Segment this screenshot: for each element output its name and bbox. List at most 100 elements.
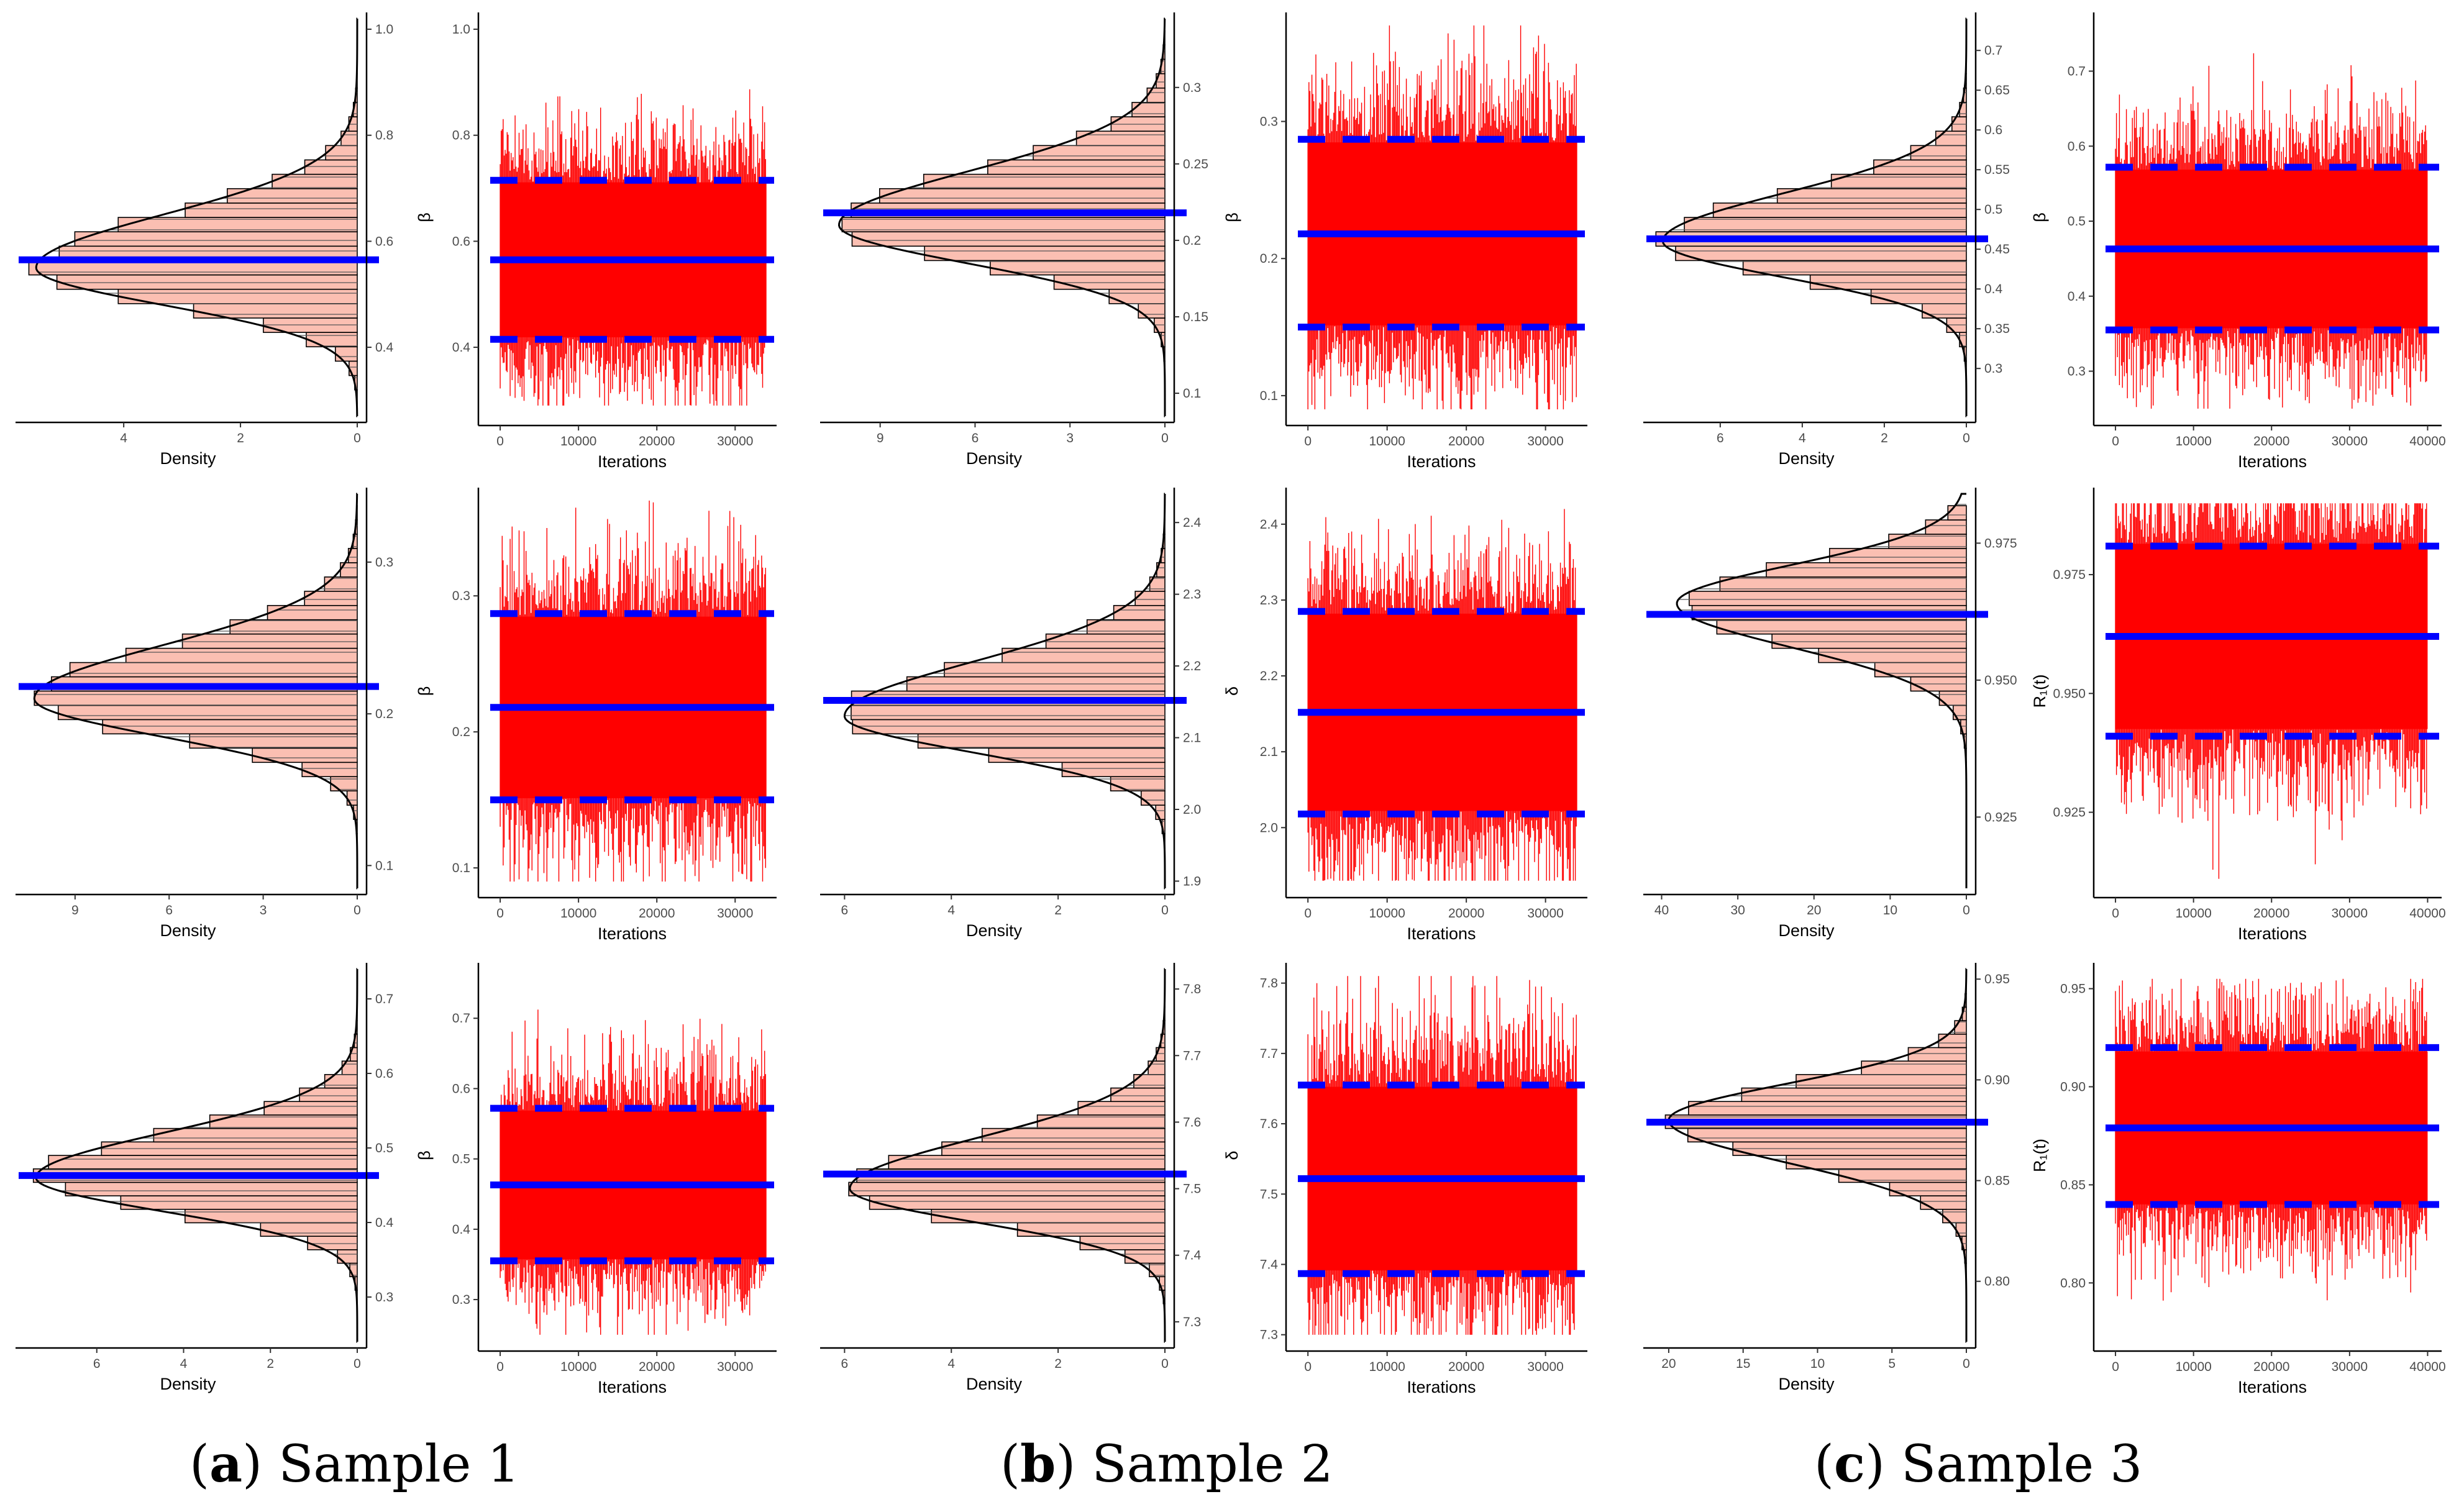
y-tick-label: 7.5 <box>1183 1182 1201 1196</box>
histogram-bar <box>982 1127 1166 1143</box>
x-tick-label: 10000 <box>560 434 596 448</box>
histogram-bar <box>1002 647 1166 663</box>
histogram-bar <box>307 1236 358 1250</box>
x-tick-label: 0 <box>1161 431 1169 445</box>
x-tick-label: 20000 <box>1448 906 1484 921</box>
y-axis-title: β <box>415 686 434 696</box>
y-tick-label: 0.6 <box>375 1067 393 1081</box>
density-curve <box>35 17 358 417</box>
y-tick-label: 0.95 <box>2060 982 2086 996</box>
x-axis-title: Density <box>1778 1375 1835 1393</box>
y-tick-label: 0.5 <box>2068 214 2086 229</box>
y-tick-label: 0.1 <box>452 861 470 875</box>
histogram-bar <box>917 733 1166 749</box>
x-tick-label: 3 <box>260 903 267 917</box>
y-tick-label: 0.80 <box>1984 1275 2010 1289</box>
x-tick-label: 2 <box>267 1357 274 1371</box>
x-tick-label: 10000 <box>1369 906 1405 921</box>
caption-b-text: (b) Sample 2 <box>1000 1434 1333 1494</box>
x-tick-label: 4 <box>1799 431 1806 445</box>
histogram-bar <box>1870 288 1967 304</box>
histogram-bar <box>1688 1101 1967 1116</box>
x-tick-label: 4 <box>120 431 127 445</box>
x-tick-label: 10 <box>1883 903 1897 917</box>
y-tick-label: 2.4 <box>1183 516 1202 530</box>
trace-line <box>500 89 766 406</box>
x-tick-label: 20000 <box>639 1360 675 1374</box>
x-tick-label: 4 <box>947 903 955 917</box>
x-axis-title: Iterations <box>598 452 667 471</box>
histogram-bar <box>306 332 358 348</box>
histogram-bar <box>987 159 1166 175</box>
histogram-bar <box>1045 633 1166 649</box>
x-tick-label: 30000 <box>2332 1360 2368 1374</box>
histogram-bar <box>878 188 1166 204</box>
y-tick-label: 0.925 <box>1984 810 2017 824</box>
x-tick-label: 5 <box>1888 1357 1896 1371</box>
y-tick-label: 0.975 <box>1984 536 2017 550</box>
histogram-bar <box>185 203 358 218</box>
caption-sample-2: (b) Sample 2 <box>1000 1434 1333 1494</box>
y-tick-label: 0.8 <box>452 129 470 143</box>
x-tick-label: 0 <box>1963 431 1970 445</box>
y-tick-label: 0.4 <box>2068 289 2086 304</box>
caption-a-letter: a <box>209 1434 242 1494</box>
histogram-bar <box>34 690 358 706</box>
x-tick-label: 0 <box>496 1360 504 1374</box>
density-panel-s1-r2: 0.1 0.2 0.3 9 6 3 0 Density <box>16 488 393 940</box>
x-axis-title: Iterations <box>1407 452 1476 471</box>
density-curve <box>843 493 1166 890</box>
trace-line <box>1307 976 1577 1335</box>
x-axis-title: Iterations <box>2238 452 2307 471</box>
y-tick-label: 0.3 <box>375 555 393 570</box>
x-tick-label: 30000 <box>717 1360 753 1374</box>
x-tick-label: 2 <box>1054 903 1062 917</box>
histogram-bar <box>65 1181 358 1196</box>
trace-panel-s2-r2: 2.0 2.1 2.2 2.3 2.4 0 10000 20000 30000 Iteration… <box>1223 488 1587 943</box>
x-tick-label: 2 <box>1881 431 1888 445</box>
y-tick-label: 0.3 <box>1183 81 1201 95</box>
histogram-bar <box>1079 1236 1166 1250</box>
y-tick-label: 0.4 <box>452 340 471 355</box>
histogram-bar <box>189 733 358 749</box>
y-tick-label: 0.975 <box>2053 568 2086 582</box>
histogram-bar <box>120 1195 358 1210</box>
histogram-bar <box>69 662 358 678</box>
histogram-bar <box>1830 173 1967 189</box>
y-tick-label: 2.2 <box>1260 669 1278 683</box>
x-tick-label: 3 <box>1066 431 1074 445</box>
histogram-bar <box>852 719 1166 735</box>
density-curve <box>1668 968 1968 1342</box>
x-tick-label: 0 <box>1963 903 1970 917</box>
x-tick-label: 10000 <box>2175 434 2211 448</box>
y-tick-label: 2.2 <box>1183 659 1201 673</box>
x-tick-label: 6 <box>165 903 173 917</box>
x-tick-label: 0 <box>2112 906 2119 921</box>
x-axis-title: Density <box>1778 449 1835 468</box>
y-axis-title: β <box>2030 212 2049 222</box>
y-tick-label: 7.5 <box>1260 1187 1278 1201</box>
y-tick-label: 0.6 <box>452 234 470 248</box>
x-tick-label: 9 <box>877 431 884 445</box>
x-tick-label: 20000 <box>1448 1360 1484 1374</box>
histogram-bar <box>1771 633 1967 649</box>
x-tick-label: 40000 <box>2409 1360 2445 1374</box>
x-tick-label: 30000 <box>2332 906 2368 921</box>
histogram-bar <box>337 1249 358 1264</box>
trace-panel-s3-r3: 0.80 0.85 0.90 0.95 0 10000 20000 30000 40000 Ite… <box>2030 963 2446 1396</box>
y-tick-label: 2.3 <box>1260 593 1278 608</box>
x-axis-title: Density <box>1778 921 1835 940</box>
y-tick-label: 7.8 <box>1183 982 1201 996</box>
y-tick-label: 0.950 <box>1984 673 2017 688</box>
histogram-bar <box>325 145 358 161</box>
y-tick-label: 0.6 <box>2068 139 2086 153</box>
histogram-bar <box>335 346 358 362</box>
trace-line <box>1307 509 1577 881</box>
trace-panel-s2-r1: 0.1 0.2 0.3 0 10000 20000 30000 Iterations β <box>1223 12 1587 471</box>
y-tick-label: 0.95 <box>1984 972 2010 986</box>
histogram-bar <box>1712 203 1967 218</box>
density-curve <box>1676 493 1968 888</box>
y-tick-label: 0.5 <box>1984 203 2002 217</box>
